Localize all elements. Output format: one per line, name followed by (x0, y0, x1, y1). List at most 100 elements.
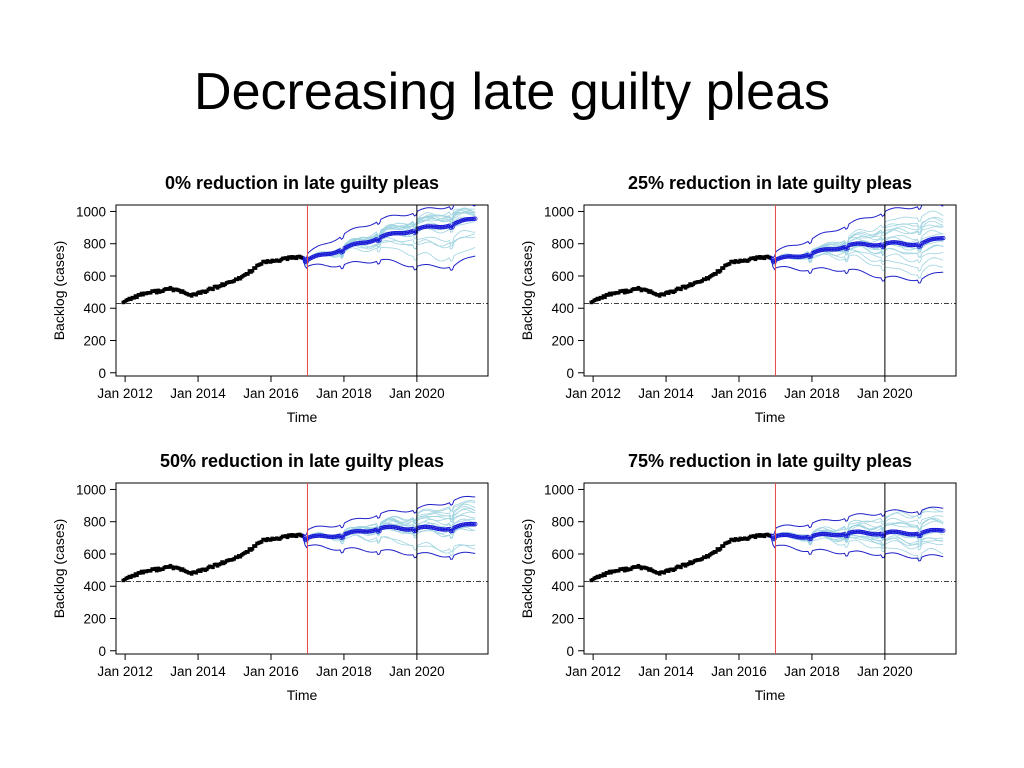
forecast-point (874, 243, 879, 248)
forecast-point (941, 235, 946, 241)
forecast-point (436, 224, 441, 230)
forecast-point (825, 532, 830, 537)
y-tick-label: 200 (83, 334, 106, 349)
x-tick-label: Jan 2012 (565, 664, 621, 679)
forecast-point (468, 216, 473, 222)
forecast-point (428, 224, 434, 229)
x-tick-label: Jan 2018 (316, 386, 372, 401)
history-point (714, 550, 718, 554)
x-tick-label: Jan 2014 (638, 664, 694, 679)
y-tick-label: 200 (551, 334, 574, 349)
x-tick-label: Jan 2014 (170, 386, 226, 401)
mean-forecast-markers (299, 521, 478, 543)
chart-title: 25% reduction in late guilty pleas (628, 173, 912, 193)
history-point (135, 295, 139, 300)
forecast-point (933, 236, 938, 241)
forecast-point (833, 247, 838, 252)
history-point (727, 540, 732, 544)
forecast-point (852, 241, 858, 246)
forecast-point (321, 252, 326, 257)
forecast-point (425, 224, 431, 229)
forecast-point (398, 231, 403, 236)
history-point (603, 295, 607, 300)
lower-bound-line (301, 255, 476, 271)
forecast-point (351, 529, 356, 534)
forecast-point (325, 251, 331, 257)
forecast-point (858, 241, 864, 246)
forecast-point (441, 527, 446, 532)
forecast-point (892, 240, 897, 245)
forecast-point (463, 522, 469, 527)
x-axis-label: Time (287, 409, 318, 425)
forecast-point (892, 529, 897, 534)
forecast-point (401, 527, 407, 532)
forecast-point (939, 235, 944, 241)
forecast-point (362, 529, 367, 534)
forecast-point (395, 231, 400, 236)
forecast-point (931, 236, 937, 242)
forecast-point (432, 224, 437, 229)
forecast-point (438, 527, 443, 532)
forecast-point (854, 241, 859, 246)
forecast-point (779, 532, 785, 538)
forecast-point (822, 247, 827, 252)
forecast-point (331, 534, 337, 540)
plot-frame (583, 482, 957, 655)
forecast-point (912, 242, 917, 248)
forecast-point (365, 529, 370, 534)
forecast-point (906, 531, 911, 537)
history-point (259, 262, 264, 266)
forecast-point (419, 524, 425, 530)
forecast-point (770, 536, 776, 541)
history-point (132, 296, 136, 300)
forecast-point (798, 535, 803, 540)
upper-bound-line (769, 506, 944, 537)
chart-title: 75% reduction in late guilty pleas (628, 451, 912, 471)
history-line (122, 533, 302, 582)
forecast-point (802, 535, 808, 540)
upper-bound-line (769, 205, 944, 259)
x-axis-label: Time (755, 409, 786, 425)
y-tick-label: 1000 (544, 482, 574, 497)
y-tick-label: 600 (83, 547, 106, 562)
forecast-point (359, 529, 364, 534)
history-point (153, 566, 158, 571)
forecast-point (468, 521, 473, 527)
chart-svg: 75% reduction in late guilty pleas 0 200 40… (519, 451, 957, 703)
forecast-point (872, 243, 878, 248)
history-point (718, 268, 723, 273)
forecast-point (407, 527, 413, 532)
history-point (603, 573, 607, 578)
forecast-point (316, 533, 321, 538)
y-tick-label: 200 (551, 612, 574, 627)
forecast-point (868, 242, 873, 248)
history-point (767, 533, 771, 538)
chart-title: 50% reduction in late guilty pleas (160, 451, 444, 471)
history-markers (121, 532, 303, 583)
forecast-point (854, 529, 859, 534)
forecast-point (384, 524, 390, 530)
simulation-lines (301, 207, 476, 266)
chart-panel-25pct: 25% reduction in late guilty pleas 0 200 40… (508, 163, 978, 438)
forecast-point (465, 217, 470, 222)
forecast-point (790, 254, 795, 259)
forecast-point (442, 527, 448, 532)
forecast-point (910, 242, 916, 248)
y-tick-label: 200 (83, 612, 106, 627)
history-point (621, 288, 626, 293)
forecast-point (934, 527, 940, 533)
forecast-point (857, 241, 862, 246)
chart-svg: 0% reduction in late guilty pleas 0 200 400… (51, 173, 489, 425)
forecast-point (831, 247, 837, 252)
forecast-point (907, 242, 913, 248)
forecast-point (387, 524, 393, 530)
forecast-point (825, 247, 830, 252)
history-point (154, 568, 159, 573)
history-markers (589, 532, 771, 583)
history-point (622, 568, 627, 573)
plot-area (116, 495, 488, 583)
simulation-line (301, 246, 476, 265)
forecast-point (782, 532, 788, 538)
y-tick-label: 400 (83, 579, 106, 594)
forecast-point (907, 532, 913, 537)
